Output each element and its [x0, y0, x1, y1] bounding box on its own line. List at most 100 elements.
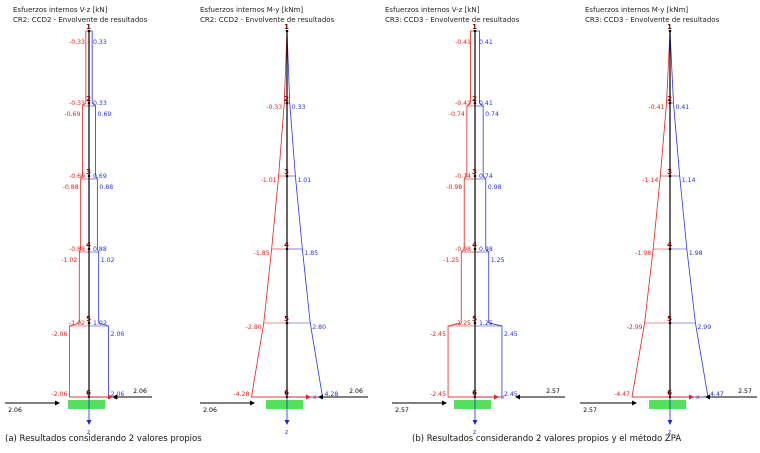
node-label: 6	[667, 389, 672, 397]
node-point	[473, 247, 477, 251]
node-point	[473, 174, 477, 178]
node-label: 6	[86, 389, 91, 397]
pos-value-label: 1.98	[689, 250, 703, 257]
neg-value-label: -1.85	[254, 250, 270, 257]
node-point	[668, 321, 672, 325]
node-point	[87, 101, 91, 105]
pos-value-label: 2.80	[312, 324, 326, 331]
node-point	[668, 174, 672, 178]
neg-value-label: -0.41	[455, 100, 471, 107]
pos-value-label: 1.25	[479, 320, 493, 327]
neg-value-label: -1.02	[69, 320, 85, 327]
neg-value-label: -0.33	[266, 104, 282, 111]
neg-value-label: -1.14	[642, 177, 658, 184]
node-label: 5	[284, 315, 289, 323]
node-label: 4	[667, 241, 672, 249]
neg-value-label: -1.01	[261, 177, 277, 184]
node-label: 5	[472, 315, 477, 323]
panel-title: Esfuerzos internos M-y [kNm]	[200, 6, 303, 14]
pos-value-label: 1.02	[101, 257, 115, 264]
node-label: 3	[667, 168, 672, 176]
pos-value-label: 0.74	[485, 111, 499, 118]
neg-value-label: -2.80	[246, 324, 262, 331]
node-label: 4	[472, 241, 477, 249]
panel-4: Esfuerzos internos M-y [kNm] CR3: CCD3 - …	[580, 6, 757, 436]
pos-value-label: 0.33	[292, 104, 306, 111]
caption-b: (b) Resultados considerando 2 valores pr…	[412, 434, 682, 444]
left-force-label: 2.57	[395, 407, 409, 414]
node-point	[285, 321, 289, 325]
pos-value-label: 1.14	[682, 177, 696, 184]
right-force-arrowhead	[112, 394, 117, 400]
node-label: 6	[284, 389, 289, 397]
neg-value-label: -2.06	[51, 331, 67, 338]
support-block	[68, 400, 105, 409]
node-point	[473, 29, 477, 33]
neg-value-label: -4.28	[233, 391, 249, 398]
pos-value-label: 4.28	[325, 391, 339, 398]
neg-value-label: -0.88	[63, 184, 79, 191]
neg-value-label: -0.88	[69, 246, 85, 253]
right-force-arrowhead	[515, 394, 520, 400]
neg-value-label: -0.98	[455, 246, 471, 253]
neg-value-label: -0.33	[69, 39, 85, 46]
node-point	[285, 101, 289, 105]
x-axis-label: x	[501, 394, 505, 401]
neg-value-label: -0.69	[69, 173, 85, 180]
node-point	[668, 29, 672, 33]
node-point	[285, 174, 289, 178]
negative-envelope	[447, 30, 475, 398]
neg-value-label: -0.69	[64, 111, 80, 118]
neg-value-label: -4.47	[614, 391, 630, 398]
pos-value-label: 1.01	[297, 177, 311, 184]
node-label: 5	[86, 315, 91, 323]
panel-title: Esfuerzos internos M-y [kNm]	[585, 6, 688, 14]
node-point	[473, 321, 477, 325]
panel-title: Esfuerzos internos V-z [kN]	[13, 6, 108, 14]
node-label: 1	[472, 23, 477, 31]
x-axis-label: x	[696, 394, 700, 401]
panel-subtitle: CR3: CCD3 - Envolvente de resultados	[585, 16, 720, 24]
x-axis-label: x	[313, 394, 317, 401]
x-axis-arrowhead	[689, 394, 694, 400]
neg-value-label: -1.98	[635, 250, 651, 257]
right-force-label: 2.57	[738, 388, 752, 395]
node-label: 3	[472, 168, 477, 176]
right-force-arrowhead	[318, 394, 323, 400]
node-label: 1	[284, 23, 289, 31]
pos-value-label: 0.98	[479, 246, 493, 253]
pos-value-label: 4.47	[710, 391, 724, 398]
neg-value-label: -0.74	[449, 111, 465, 118]
neg-value-label: -1.02	[61, 257, 77, 264]
node-point	[473, 101, 477, 105]
neg-value-label: -0.41	[648, 104, 664, 111]
neg-value-label: -0.98	[446, 184, 462, 191]
panel-3: Esfuerzos internos V-z [kN] CR3: CCD3 - E…	[385, 6, 565, 436]
left-force-label: 2.06	[8, 407, 22, 414]
z-axis-label: z	[285, 429, 288, 436]
pos-value-label: 1.85	[304, 250, 318, 257]
pos-value-label: 0.41	[675, 104, 689, 111]
positive-envelope	[669, 30, 709, 398]
node-label: 2	[472, 95, 477, 103]
pos-value-label: 1.02	[93, 320, 107, 327]
node-point	[668, 101, 672, 105]
node-point	[87, 174, 91, 178]
pos-value-label: 0.98	[488, 184, 502, 191]
panel-1: Esfuerzos internos V-z [kN] CR2: CCD2 - E…	[5, 6, 152, 436]
pos-value-label: 0.69	[93, 173, 107, 180]
pos-value-label: 0.41	[479, 100, 493, 107]
pos-value-label: 0.33	[93, 100, 107, 107]
right-force-arrowhead	[705, 394, 710, 400]
node-point	[87, 29, 91, 33]
caption-a: (a) Resultados considerando 2 valores pr…	[5, 434, 202, 444]
neg-value-label: -2.99	[627, 324, 643, 331]
left-force-label: 2.06	[203, 407, 217, 414]
pos-value-label: 2.06	[111, 391, 125, 398]
right-force-label: 2.57	[546, 388, 560, 395]
neg-value-label: -0.74	[455, 173, 471, 180]
node-label: 1	[667, 23, 672, 31]
node-point	[285, 29, 289, 33]
negative-envelope	[69, 30, 89, 398]
